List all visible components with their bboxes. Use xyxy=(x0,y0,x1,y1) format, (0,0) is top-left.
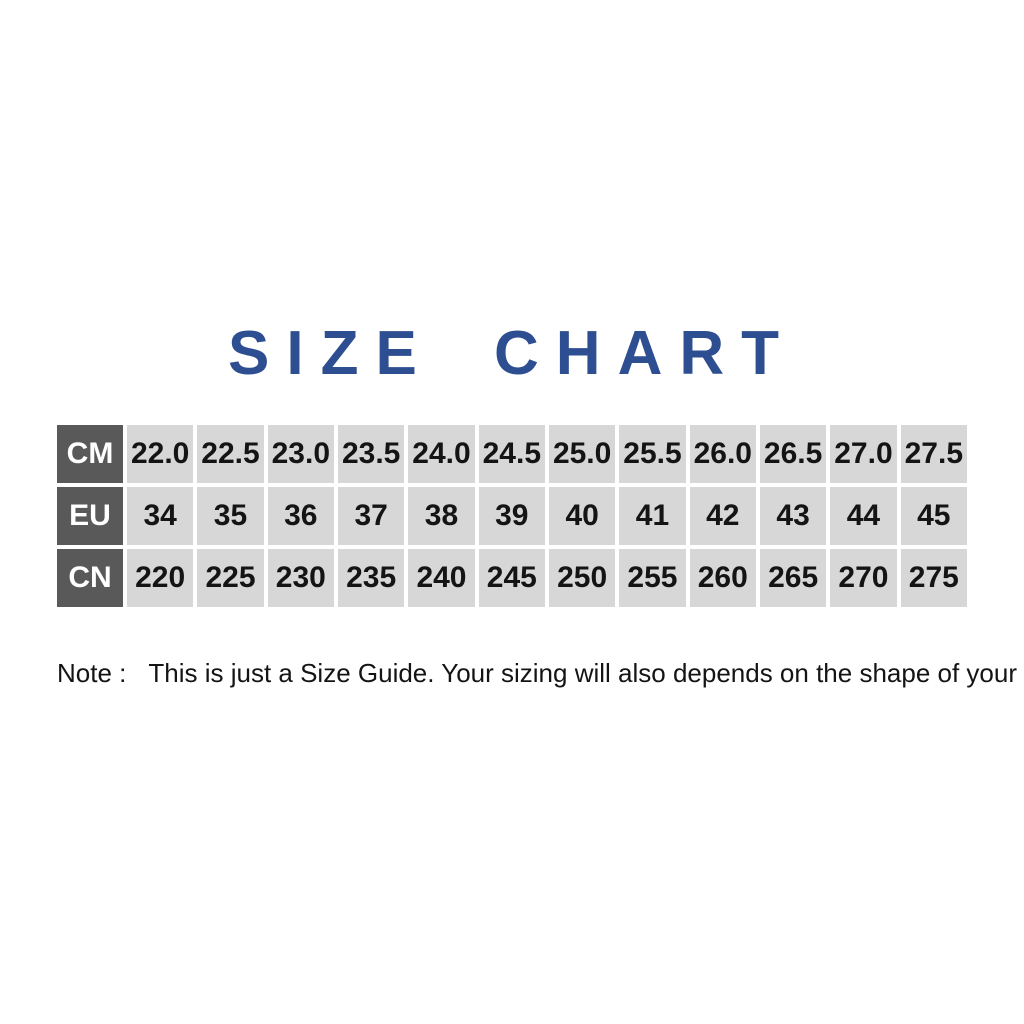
size-value-cell: 42 xyxy=(689,487,756,545)
size-value-cell: 34 xyxy=(127,487,194,545)
size-value-cell: 27.0 xyxy=(830,425,897,483)
size-value-cell: 36 xyxy=(267,487,334,545)
size-value-cell: 22.5 xyxy=(197,425,264,483)
size-value-cell: 37 xyxy=(337,487,405,545)
size-value-cell: 40 xyxy=(548,487,616,545)
size-value-cell: 26.5 xyxy=(759,425,827,483)
row-header-cell: CM xyxy=(57,425,123,483)
size-value-cell: 255 xyxy=(619,549,686,607)
size-value-cell: 25.5 xyxy=(619,425,686,483)
size-value-cell: 41 xyxy=(619,487,686,545)
size-value-cell: 230 xyxy=(267,549,334,607)
size-value-cell: 235 xyxy=(337,549,405,607)
row-header-cell: CN xyxy=(57,549,123,607)
size-value-cell: 26.0 xyxy=(689,425,756,483)
size-value-cell: 245 xyxy=(478,549,545,607)
table-row: CN 220 225 230 235 240 245 250 255 260 265 270 275 xyxy=(57,549,967,607)
table-row: EU 34 35 36 37 38 39 40 41 42 43 44 45 xyxy=(57,487,967,545)
size-value-cell: 240 xyxy=(408,549,475,607)
size-value-cell: 44 xyxy=(830,487,897,545)
row-header-cell: EU xyxy=(57,487,123,545)
size-value-cell: 260 xyxy=(689,549,756,607)
size-chart-table: CM 22.0 22.5 23.0 23.5 24.0 24.5 25.0 25.5 26.0 26… xyxy=(53,421,971,611)
size-value-cell: 23.0 xyxy=(267,425,334,483)
note: Note : This is just a Size Guide. Your si… xyxy=(57,658,1024,689)
size-value-cell: 250 xyxy=(548,549,616,607)
note-label: Note : xyxy=(57,658,127,688)
size-chart-table-body: CM 22.0 22.5 23.0 23.5 24.0 24.5 25.0 25.5 26.0 26… xyxy=(57,425,967,607)
size-value-cell: 22.0 xyxy=(127,425,194,483)
size-value-cell: 270 xyxy=(830,549,897,607)
size-value-cell: 24.0 xyxy=(408,425,475,483)
size-value-cell: 220 xyxy=(127,549,194,607)
size-value-cell: 25.0 xyxy=(548,425,616,483)
size-value-cell: 24.5 xyxy=(478,425,545,483)
size-value-cell: 23.5 xyxy=(337,425,405,483)
note-text: This is just a Size Guide. Your sizing w… xyxy=(148,658,1024,688)
page-title: SIZE CHART xyxy=(228,319,796,388)
table-row: CM 22.0 22.5 23.0 23.5 24.0 24.5 25.0 25.5 26.0 26… xyxy=(57,425,967,483)
size-value-cell: 43 xyxy=(759,487,827,545)
size-value-cell: 275 xyxy=(900,549,967,607)
size-value-cell: 35 xyxy=(197,487,264,545)
size-value-cell: 39 xyxy=(478,487,545,545)
size-value-cell: 265 xyxy=(759,549,827,607)
size-value-cell: 27.5 xyxy=(900,425,967,483)
size-value-cell: 45 xyxy=(900,487,967,545)
size-value-cell: 225 xyxy=(197,549,264,607)
size-value-cell: 38 xyxy=(408,487,475,545)
